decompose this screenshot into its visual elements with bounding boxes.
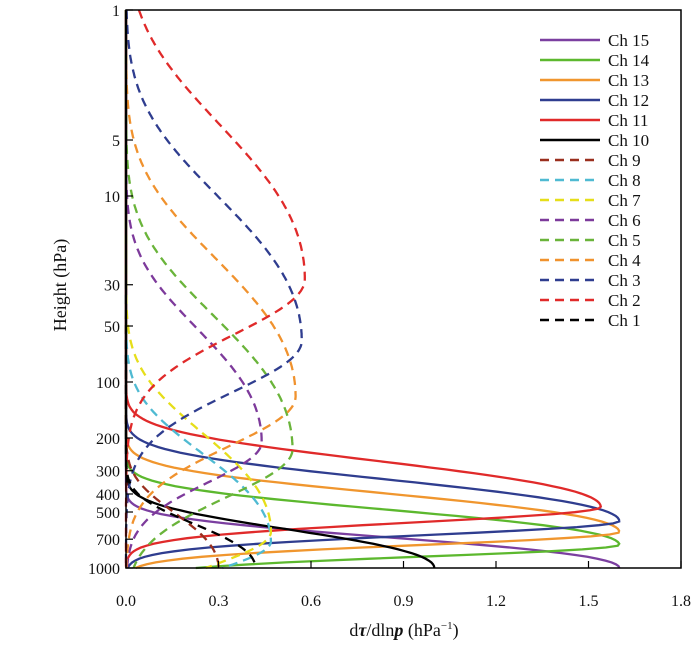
legend-label: Ch 9: [608, 151, 641, 170]
y-tick-label: 700: [96, 532, 120, 549]
legend-label: Ch 10: [608, 131, 649, 150]
y-tick-label: 100: [96, 375, 120, 392]
y-tick-label: 10: [104, 189, 120, 206]
series-line-3: [124, 9, 303, 568]
y-axis-title: Height (hPa): [50, 239, 71, 331]
series-line-5: [124, 10, 294, 569]
y-tick-label: 1000: [88, 561, 120, 578]
x-tick-label: 1.8: [671, 593, 691, 610]
series-line-2: [124, 9, 306, 568]
series-line-6: [124, 10, 263, 569]
x-tick-label: 0.3: [209, 593, 229, 610]
series-line-11: [124, 10, 603, 569]
y-tick-label: 500: [96, 505, 120, 522]
y-tick-label: 1: [112, 3, 120, 20]
series-line-4: [124, 10, 297, 569]
legend-label: Ch 2: [608, 291, 641, 310]
series-line-7: [124, 10, 273, 570]
legend-label: Ch 4: [608, 251, 641, 270]
y-tick-label: 300: [96, 464, 120, 481]
legend-label: Ch 6: [608, 211, 641, 230]
y-tick-label: 5: [112, 133, 120, 150]
x-axis-ticks: 0.0 0.3 0.6 0.9 1.2 1.5 1.8: [116, 561, 691, 610]
y-tick-label: 30: [104, 278, 120, 295]
x-axis-title-unit: (hPa: [403, 620, 441, 641]
series-line-8: [124, 10, 273, 570]
y-tick-label: 400: [96, 487, 120, 504]
series-line-10: [124, 10, 436, 569]
x-axis-title-dlnp: /dln: [366, 620, 394, 640]
x-axis-title-p: p: [392, 620, 403, 640]
x-tick-label: 0.9: [394, 593, 414, 610]
x-axis-title-tau: τ: [358, 620, 367, 640]
plot-frame: [125, 9, 682, 569]
x-tick-label: 0.0: [116, 593, 136, 610]
legend-label: Ch 15: [608, 31, 649, 50]
x-axis-title-close: ): [453, 620, 459, 641]
legend-label: Ch 13: [608, 71, 649, 90]
x-tick-label: 1.5: [579, 593, 599, 610]
x-axis-title: dτ/dlnp (hPa−1): [349, 620, 458, 641]
x-axis-title-d: d: [349, 620, 358, 640]
series-line-1: [124, 10, 257, 569]
legend-label: Ch 3: [608, 271, 641, 290]
legend-label: Ch 14: [608, 51, 650, 70]
x-tick-label: 0.6: [301, 593, 321, 610]
x-axis-title-exponent: −1: [441, 620, 453, 632]
legend-label: Ch 1: [608, 311, 641, 330]
y-tick-label: 200: [96, 431, 120, 448]
legend-label: Ch 5: [608, 231, 641, 250]
y-tick-label: 50: [104, 319, 120, 336]
legend-label: Ch 7: [608, 191, 641, 210]
legend-label: Ch 11: [608, 111, 648, 130]
legend-label: Ch 12: [608, 91, 649, 110]
curve-layer: [124, 9, 621, 570]
x-tick-label: 1.2: [486, 593, 506, 610]
legend-label: Ch 8: [608, 171, 641, 190]
